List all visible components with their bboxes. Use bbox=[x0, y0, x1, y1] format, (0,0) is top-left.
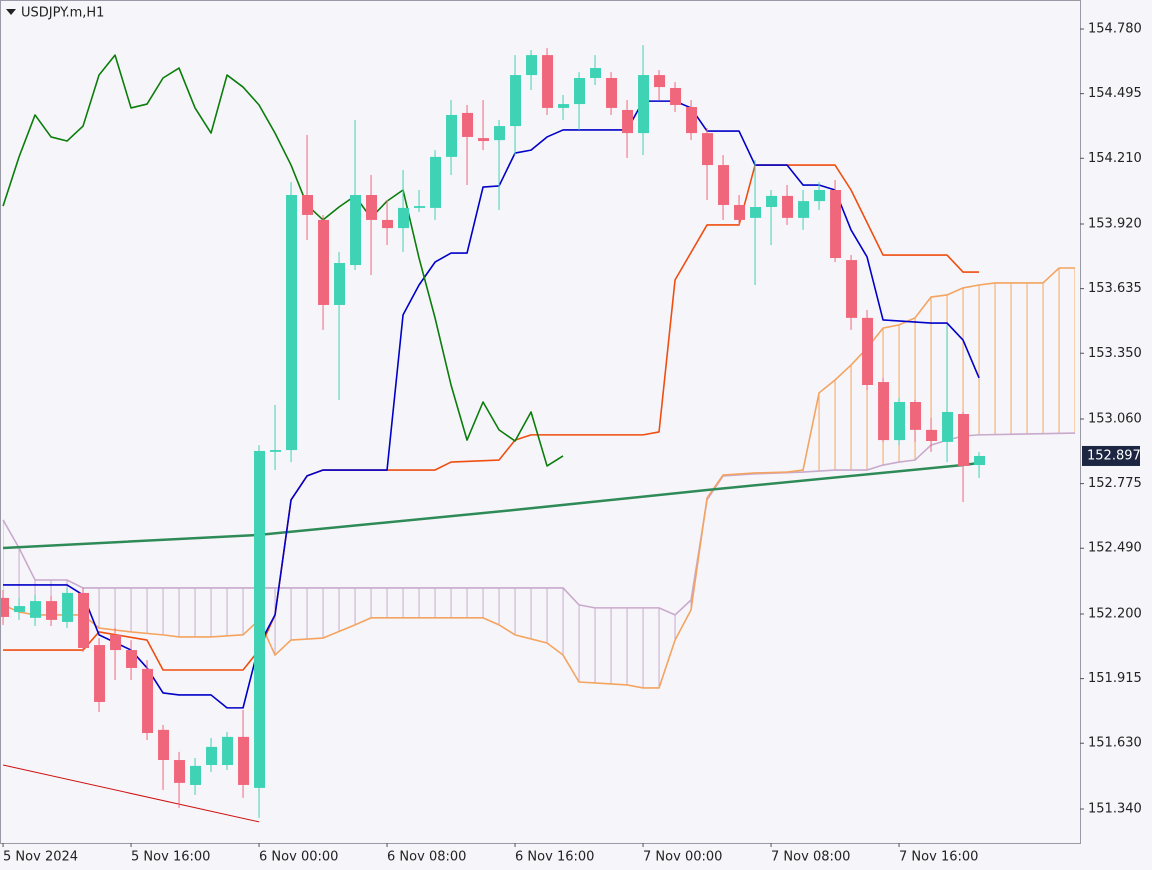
candle-body bbox=[382, 219, 394, 229]
candle-body bbox=[878, 382, 890, 441]
candle-body bbox=[430, 156, 442, 208]
y-tick-label: 154.780 bbox=[1088, 22, 1142, 37]
candle-body bbox=[670, 87, 682, 105]
candle-body bbox=[366, 194, 378, 220]
candle-body bbox=[958, 414, 970, 466]
y-tick-label: 154.210 bbox=[1088, 151, 1142, 166]
candle-body bbox=[0, 597, 10, 617]
symbol-menu-arrow[interactable] bbox=[6, 9, 16, 15]
candle-body bbox=[414, 206, 426, 208]
candle-body bbox=[542, 55, 554, 108]
candle-body bbox=[494, 126, 506, 141]
candle-body bbox=[974, 455, 986, 466]
indicator-line bbox=[3, 164, 980, 671]
y-tick-label: 153.350 bbox=[1088, 346, 1142, 361]
current-price-tag bbox=[1082, 445, 1140, 466]
candle-body bbox=[78, 592, 90, 649]
candle-body bbox=[94, 645, 106, 702]
candle-body bbox=[286, 194, 298, 451]
candle-body bbox=[558, 104, 570, 108]
candle-body bbox=[254, 450, 266, 788]
candle-body bbox=[190, 765, 202, 785]
x-tick-label: 6 Nov 16:00 bbox=[515, 850, 594, 865]
indicator-line bbox=[2, 764, 260, 823]
candle-body bbox=[750, 207, 762, 218]
x-tick-label: 5 Nov 16:00 bbox=[131, 850, 210, 865]
y-tick-label: 151.340 bbox=[1088, 801, 1142, 816]
candle-body bbox=[318, 219, 330, 305]
candle-body bbox=[222, 736, 234, 766]
candle-body bbox=[462, 112, 474, 137]
candle-body bbox=[510, 75, 522, 127]
chart-title: USDJPY.m,H1 bbox=[21, 6, 104, 21]
candle-body bbox=[350, 194, 362, 266]
candle-body bbox=[270, 450, 282, 452]
candle-body bbox=[62, 592, 74, 622]
y-tick-label: 151.630 bbox=[1088, 736, 1142, 751]
candle-body bbox=[862, 317, 874, 385]
candle-body bbox=[526, 55, 538, 76]
candle-body bbox=[830, 190, 842, 259]
x-tick-label: 7 Nov 00:00 bbox=[643, 850, 722, 865]
plot-frame bbox=[0, 0, 1081, 844]
candle-body bbox=[142, 668, 154, 734]
y-tick-label: 153.060 bbox=[1088, 412, 1142, 427]
candle-body bbox=[718, 165, 730, 205]
x-tick-label: 6 Nov 08:00 bbox=[387, 850, 466, 865]
candle-body bbox=[734, 204, 746, 220]
candle-body bbox=[846, 260, 858, 318]
y-tick-label: 152.490 bbox=[1088, 541, 1142, 556]
x-tick-label: 7 Nov 16:00 bbox=[899, 850, 978, 865]
candle-body bbox=[174, 760, 186, 783]
y-tick-label: 152.775 bbox=[1088, 476, 1142, 491]
y-tick-label: 153.920 bbox=[1088, 217, 1142, 232]
candle-body bbox=[206, 746, 218, 766]
candle-body bbox=[334, 263, 346, 305]
candle-body bbox=[814, 190, 826, 202]
candle-body bbox=[942, 411, 954, 442]
candle-body bbox=[798, 201, 810, 218]
candle-body bbox=[126, 650, 138, 668]
candle-body bbox=[910, 402, 922, 430]
candle-body bbox=[702, 133, 714, 166]
candle-body bbox=[302, 194, 314, 215]
candle-body bbox=[30, 601, 42, 618]
cloud-fill-bearish bbox=[3, 433, 1076, 688]
candle-body bbox=[574, 77, 586, 105]
x-tick-label: 5 Nov 2024 bbox=[3, 850, 78, 865]
candle-body bbox=[398, 207, 410, 229]
candle-body bbox=[158, 729, 170, 761]
candle-body bbox=[14, 606, 26, 612]
candle-body bbox=[686, 107, 698, 134]
plot-area bbox=[0, 45, 1076, 823]
indicator-line bbox=[3, 100, 980, 709]
candle-body bbox=[782, 195, 794, 218]
candle-body bbox=[638, 75, 650, 134]
candle-body bbox=[894, 402, 906, 441]
candle-body bbox=[606, 77, 618, 108]
senkou-span-a bbox=[2, 267, 1076, 689]
y-tick-label: 153.635 bbox=[1088, 281, 1142, 296]
candle-body bbox=[446, 114, 458, 157]
candle-body bbox=[110, 634, 122, 651]
candle-body bbox=[46, 601, 58, 620]
candle-body bbox=[926, 429, 938, 441]
y-tick-label: 151.915 bbox=[1088, 671, 1142, 686]
candle-body bbox=[478, 138, 490, 142]
x-tick-label: 7 Nov 08:00 bbox=[771, 850, 850, 865]
current-price-label: 152.897 bbox=[1087, 448, 1141, 463]
candle-body bbox=[654, 75, 666, 88]
y-tick-label: 152.200 bbox=[1088, 606, 1142, 621]
indicator-line bbox=[2, 54, 564, 467]
candle-body bbox=[590, 68, 602, 78]
candle-body bbox=[766, 195, 778, 208]
candle-body bbox=[238, 736, 250, 785]
x-tick-label: 6 Nov 00:00 bbox=[259, 850, 338, 865]
y-tick-label: 154.495 bbox=[1088, 86, 1142, 101]
candle-body bbox=[622, 109, 634, 134]
